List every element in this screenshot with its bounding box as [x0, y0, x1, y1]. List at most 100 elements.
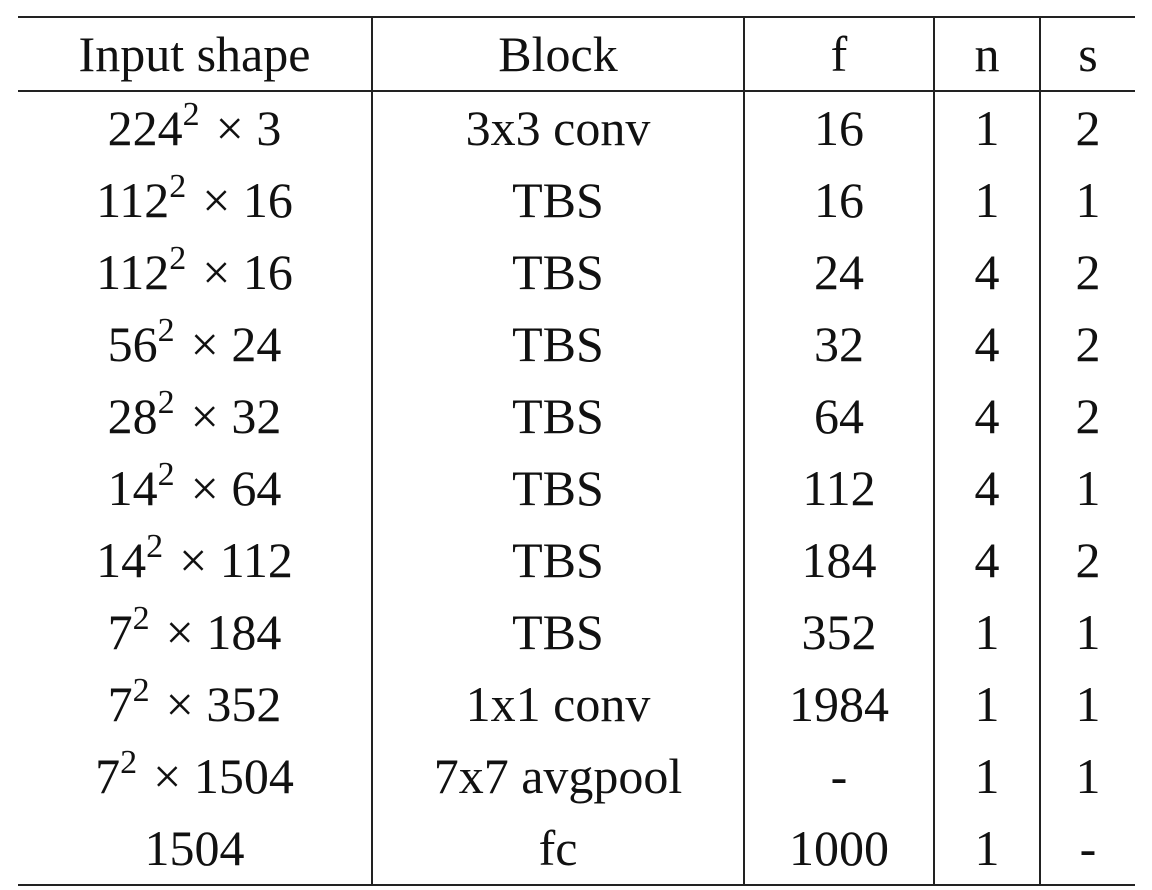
- shape-cell: 72 × 184: [18, 596, 372, 668]
- shape-cell: 282 × 32: [18, 380, 372, 452]
- table-cell: 1504: [144, 820, 245, 876]
- table-cell: 184: [743, 524, 934, 596]
- table-row: 72 × 352 1x1 conv 1984 1 1: [18, 668, 1135, 740]
- shape-cell: 1122 × 16: [18, 236, 372, 308]
- shape-cell: 142 × 112: [18, 524, 372, 596]
- table-cell: 2: [1039, 524, 1135, 596]
- shape-suffix: × 32: [190, 388, 282, 444]
- shape-base: 56: [107, 316, 158, 372]
- shape-base: 14: [96, 532, 147, 588]
- shape-suffix: × 16: [202, 244, 293, 300]
- table-cell: 1: [1039, 740, 1135, 812]
- table-cell: 1: [1039, 668, 1135, 740]
- shape-exponent: 2: [182, 96, 200, 133]
- shape-exponent: 2: [146, 528, 164, 565]
- shape-exponent: 2: [169, 240, 187, 277]
- shape-cell: 2242 × 3: [18, 91, 372, 164]
- table-cell: 4: [933, 380, 1040, 452]
- table-cell: 1: [1039, 596, 1135, 668]
- table-cell: 1: [933, 812, 1040, 885]
- table-header: Input shape Block f n s: [18, 17, 1135, 91]
- shape-base: 112: [96, 244, 170, 300]
- table-cell: 1984: [743, 668, 934, 740]
- shape-cell: 72 × 352: [18, 668, 372, 740]
- shape-exponent: 2: [169, 168, 187, 205]
- shape-suffix: × 184: [165, 604, 282, 660]
- table-cell: 1000: [743, 812, 934, 885]
- header-cell: n: [933, 17, 1040, 91]
- table-row: 2242 × 3 3x3 conv 16 1 2: [18, 91, 1135, 164]
- shape-base: 14: [107, 460, 158, 516]
- table-cell: 1: [933, 91, 1040, 164]
- table-cell: 2: [1039, 308, 1135, 380]
- shape-base: 7: [107, 604, 133, 660]
- shape-suffix: × 64: [190, 460, 282, 516]
- table-body: 2242 × 3 3x3 conv 16 1 2 1122 × 16 TBS 16 1 1 1122 × …: [18, 91, 1135, 885]
- shape-exponent: 2: [132, 672, 150, 709]
- shape-suffix: × 24: [190, 316, 282, 372]
- table-cell: 4: [933, 452, 1040, 524]
- table-row: 1504 fc 1000 1-: [18, 812, 1135, 885]
- shape-base: 28: [107, 388, 158, 444]
- table-cell: TBS: [371, 236, 744, 308]
- table-cell: 4: [933, 308, 1040, 380]
- shape-cell: 72 × 1504: [18, 740, 372, 812]
- table-cell: TBS: [371, 524, 744, 596]
- table-cell: -: [743, 740, 934, 812]
- header-cell: s: [1039, 17, 1135, 91]
- header-row: Input shape Block f n s: [18, 17, 1135, 91]
- table-cell: 1: [933, 164, 1040, 236]
- shape-cell: 562 × 24: [18, 308, 372, 380]
- shape-suffix: × 3: [215, 100, 282, 156]
- table-cell: 4: [933, 236, 1040, 308]
- table-cell: 2: [1039, 380, 1135, 452]
- table-cell: 7x7 avgpool: [371, 740, 744, 812]
- table-row: 72 × 184 TBS 352 1 1: [18, 596, 1135, 668]
- table-cell: 112: [743, 452, 934, 524]
- table-row: 562 × 24 TBS 32 4 2: [18, 308, 1135, 380]
- shape-suffix: × 352: [165, 676, 282, 732]
- table-cell: 1: [1039, 452, 1135, 524]
- table-cell: TBS: [371, 308, 744, 380]
- header-cell: f: [743, 17, 934, 91]
- shape-base: 7: [95, 748, 121, 804]
- shape-exponent: 2: [157, 456, 175, 493]
- table-cell: TBS: [371, 596, 744, 668]
- shape-suffix: × 16: [202, 172, 293, 228]
- table-row: 282 × 32 TBS 64 4 2: [18, 380, 1135, 452]
- table-cell: 352: [743, 596, 934, 668]
- table-cell: -: [1039, 812, 1135, 885]
- shape-base: 7: [107, 676, 133, 732]
- table-cell: 4: [933, 524, 1040, 596]
- shape-cell: 1122 × 16: [18, 164, 372, 236]
- table-row: 142 × 64 TBS 112 4 1: [18, 452, 1135, 524]
- table-cell: 1: [933, 740, 1040, 812]
- table-cell: TBS: [371, 164, 744, 236]
- table-cell: TBS: [371, 380, 744, 452]
- shape-suffix: × 112: [179, 532, 293, 588]
- table-cell: 2: [1039, 91, 1135, 164]
- table-row: 1122 × 16 TBS 24 4 2: [18, 236, 1135, 308]
- table-cell: fc: [371, 812, 744, 885]
- shape-base: 112: [96, 172, 170, 228]
- shape-exponent: 2: [132, 600, 150, 637]
- shape-base: 224: [107, 100, 183, 156]
- table-row: 142 × 112 TBS 184 4 2: [18, 524, 1135, 596]
- table-cell: 2: [1039, 236, 1135, 308]
- architecture-table: Input shape Block f n s 2242 × 3 3x3 conv 16 1 2 1…: [18, 16, 1135, 886]
- shape-suffix: × 1504: [153, 748, 294, 804]
- header-cell: Input shape: [78, 26, 311, 82]
- table-cell: 1x1 conv: [371, 668, 744, 740]
- table-cell: 16: [743, 164, 934, 236]
- table-cell: 64: [743, 380, 934, 452]
- header-cell: Block: [371, 17, 744, 91]
- table-cell: 3x3 conv: [371, 91, 744, 164]
- shape-cell: 142 × 64: [18, 452, 372, 524]
- table-cell: 32: [743, 308, 934, 380]
- table-cell: 1: [933, 596, 1040, 668]
- table-cell: 1: [1039, 164, 1135, 236]
- table-cell: TBS: [371, 452, 744, 524]
- table-cell: 16: [743, 91, 934, 164]
- table-cell: 24: [743, 236, 934, 308]
